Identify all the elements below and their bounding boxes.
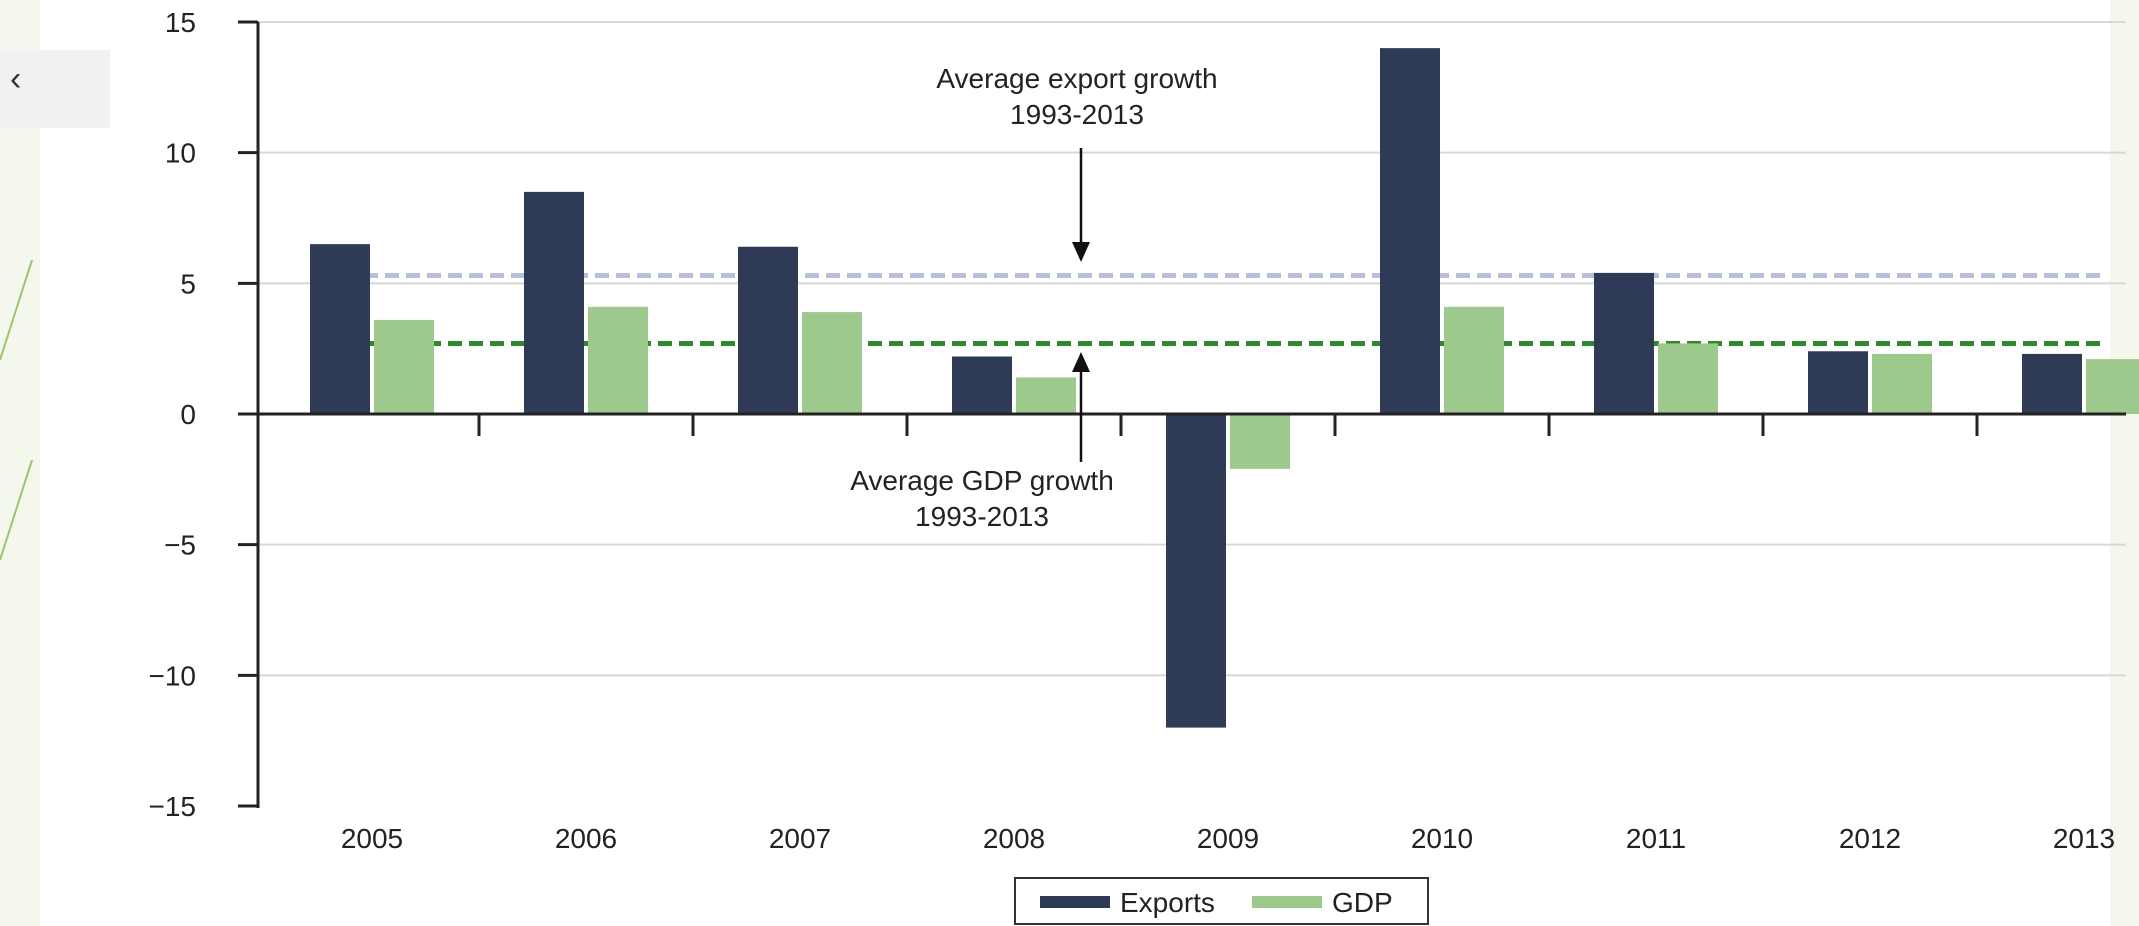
- annotation-gdp-growth: Average GDP growth 1993-2013: [850, 352, 1114, 532]
- annotation-gdp-line2: 1993-2013: [915, 501, 1049, 532]
- slide-accent-line-lower: [0, 459, 33, 561]
- bar-gdp-2012: [1872, 353, 1932, 414]
- annotation-export-line2: 1993-2013: [1010, 99, 1144, 130]
- bar-exports-2012: [1808, 351, 1868, 414]
- bar-exports-2005: [310, 244, 370, 414]
- bar-gdp-2007: [802, 312, 862, 414]
- bar-gdp-2008: [1016, 377, 1076, 414]
- back-chevron-icon[interactable]: ‹: [10, 60, 22, 98]
- x-category-label: 2011: [1626, 823, 1686, 854]
- legend-label-exports: Exports: [1120, 887, 1215, 918]
- bar-exports-2006: [524, 191, 584, 414]
- annotation-export-arrowhead: [1072, 242, 1090, 262]
- y-tick-label: −10: [149, 660, 197, 691]
- bar-exports-2010: [1380, 48, 1440, 415]
- x-category-label: 2013: [2053, 823, 2115, 854]
- y-tick-label: −15: [149, 791, 197, 822]
- bar-exports-2013: [2022, 353, 2082, 414]
- bar-gdp-2013: [2086, 359, 2139, 414]
- y-tick-label: 15: [165, 7, 196, 38]
- y-tick-labels: 15 10 5 0 −5 −10 −15: [149, 7, 197, 822]
- legend: Exports GDP: [1014, 877, 1429, 925]
- slide-accent-line-upper: [0, 259, 33, 361]
- bar-gdp-2010: [1444, 306, 1504, 414]
- x-category-label: 2008: [983, 823, 1045, 854]
- annotation-gdp-arrowhead: [1072, 352, 1090, 372]
- category-labels: 2005 2006 2007 2008 2009 2010 2011 2012 2013: [341, 823, 2115, 854]
- axes: [256, 22, 2126, 808]
- annotation-export-growth: Average export growth 1993-2013: [936, 63, 1218, 262]
- bar-gdp-2006: [588, 306, 648, 414]
- annotation-gdp-line1: Average GDP growth: [850, 465, 1114, 496]
- bar-exports-2011: [1594, 272, 1654, 414]
- bar-gdp-2005: [374, 319, 434, 414]
- legend-label-gdp: GDP: [1332, 887, 1393, 918]
- bar-gdp-2011: [1658, 343, 1718, 414]
- left-slide-strip: [0, 0, 40, 926]
- x-category-label: 2005: [341, 823, 403, 854]
- y-tick-label: 0: [180, 399, 196, 430]
- y-tick-label: 10: [165, 138, 196, 169]
- x-category-label: 2007: [769, 823, 831, 854]
- x-category-label: 2006: [555, 823, 617, 854]
- bar-exports-2007: [738, 246, 798, 414]
- annotation-export-line1: Average export growth: [936, 63, 1217, 94]
- right-slide-strip: [2110, 0, 2139, 926]
- bars: [310, 48, 2139, 728]
- x-category-label: 2009: [1197, 823, 1259, 854]
- bar-exports-2008: [952, 356, 1012, 414]
- x-category-label: 2012: [1839, 823, 1901, 854]
- bar-gdp-2009: [1230, 414, 1290, 469]
- bar-exports-2009: [1166, 414, 1226, 728]
- y-tick-label: −5: [164, 530, 196, 561]
- y-tick-label: 5: [180, 268, 196, 299]
- legend-swatch-gdp: [1252, 896, 1322, 908]
- back-tab[interactable]: [0, 50, 110, 128]
- legend-swatch-exports: [1040, 896, 1110, 908]
- x-category-label: 2010: [1411, 823, 1473, 854]
